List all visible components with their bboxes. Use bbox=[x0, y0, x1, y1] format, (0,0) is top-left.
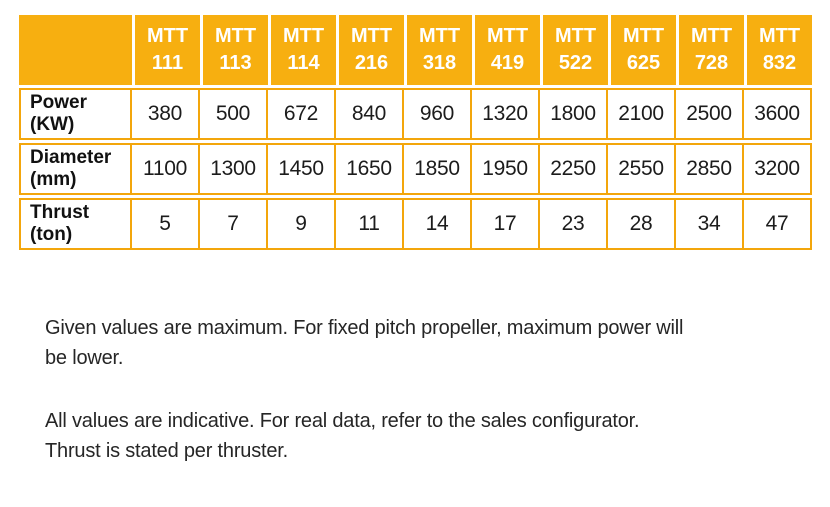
row-label: Thrust bbox=[30, 201, 90, 223]
table-row-diameter: Diameter (mm) 1100 1300 1450 1650 1850 1… bbox=[19, 143, 812, 195]
table-cell: 7 bbox=[200, 198, 268, 250]
table-cell: 2100 bbox=[608, 88, 676, 140]
table-cell: 2850 bbox=[676, 143, 744, 195]
note-line: Thrust is stated per thruster. bbox=[45, 440, 288, 462]
table-cell: 3600 bbox=[744, 88, 812, 140]
table-cell: 960 bbox=[404, 88, 472, 140]
column-header-mtt-832: MTT 832 bbox=[744, 15, 812, 85]
table-cell: 3200 bbox=[744, 143, 812, 195]
column-header-mtt-522: MTT 522 bbox=[540, 15, 608, 85]
table-cell: 1650 bbox=[336, 143, 404, 195]
note-line: Given values are maximum. For fixed pitc… bbox=[45, 317, 684, 339]
row-header-thrust: Thrust (ton) bbox=[19, 198, 132, 250]
row-label: Power bbox=[30, 91, 88, 113]
column-header-mtt-114: MTT 114 bbox=[268, 15, 336, 85]
column-header-mtt-318: MTT 318 bbox=[404, 15, 472, 85]
table-cell: 500 bbox=[200, 88, 268, 140]
table-cell: 17 bbox=[472, 198, 540, 250]
note-line: be lower. bbox=[45, 347, 124, 369]
column-header-mtt-113: MTT 113 bbox=[200, 15, 268, 85]
corner-cell bbox=[19, 15, 132, 85]
table-cell: 28 bbox=[608, 198, 676, 250]
column-header-mtt-111: MTT 111 bbox=[132, 15, 200, 85]
table-cell: 9 bbox=[268, 198, 336, 250]
table-cell: 2550 bbox=[608, 143, 676, 195]
note-indicative-values: All values are indicative. For real data… bbox=[45, 406, 830, 466]
table-header-row: MTT 111 MTT 113 MTT 114 MTT 216 MTT 318 … bbox=[19, 15, 812, 85]
table-row-thrust: Thrust (ton) 5 7 9 11 14 17 23 28 34 47 bbox=[19, 198, 812, 250]
table-cell: 2500 bbox=[676, 88, 744, 140]
table-cell: 1450 bbox=[268, 143, 336, 195]
column-header-mtt-419: MTT 419 bbox=[472, 15, 540, 85]
table-cell: 34 bbox=[676, 198, 744, 250]
table-cell: 1850 bbox=[404, 143, 472, 195]
table-cell: 14 bbox=[404, 198, 472, 250]
row-label: Diameter bbox=[30, 146, 112, 168]
row-header-power: Power (KW) bbox=[19, 88, 132, 140]
table-cell: 840 bbox=[336, 88, 404, 140]
note-line: All values are indicative. For real data… bbox=[45, 410, 640, 432]
note-maximum-values: Given values are maximum. For fixed pitc… bbox=[45, 313, 830, 373]
table-cell: 23 bbox=[540, 198, 608, 250]
row-unit: (ton) bbox=[30, 224, 73, 245]
table-cell: 47 bbox=[744, 198, 812, 250]
table-cell: 5 bbox=[132, 198, 200, 250]
column-header-mtt-728: MTT 728 bbox=[676, 15, 744, 85]
table-cell: 1100 bbox=[132, 143, 200, 195]
table-row-power: Power (KW) 380 500 672 840 960 1320 1800… bbox=[19, 88, 812, 140]
table-cell: 11 bbox=[336, 198, 404, 250]
notes-section: Given values are maximum. For fixed pitc… bbox=[45, 313, 830, 466]
row-unit: (mm) bbox=[30, 169, 77, 190]
thruster-spec-table: MTT 111 MTT 113 MTT 114 MTT 216 MTT 318 … bbox=[19, 12, 812, 253]
column-header-mtt-216: MTT 216 bbox=[336, 15, 404, 85]
row-header-diameter: Diameter (mm) bbox=[19, 143, 132, 195]
table-cell: 1320 bbox=[472, 88, 540, 140]
table-cell: 2250 bbox=[540, 143, 608, 195]
table-cell: 672 bbox=[268, 88, 336, 140]
table-cell: 380 bbox=[132, 88, 200, 140]
table-cell: 1800 bbox=[540, 88, 608, 140]
table-cell: 1300 bbox=[200, 143, 268, 195]
row-unit: (KW) bbox=[30, 114, 75, 135]
column-header-mtt-625: MTT 625 bbox=[608, 15, 676, 85]
table-cell: 1950 bbox=[472, 143, 540, 195]
